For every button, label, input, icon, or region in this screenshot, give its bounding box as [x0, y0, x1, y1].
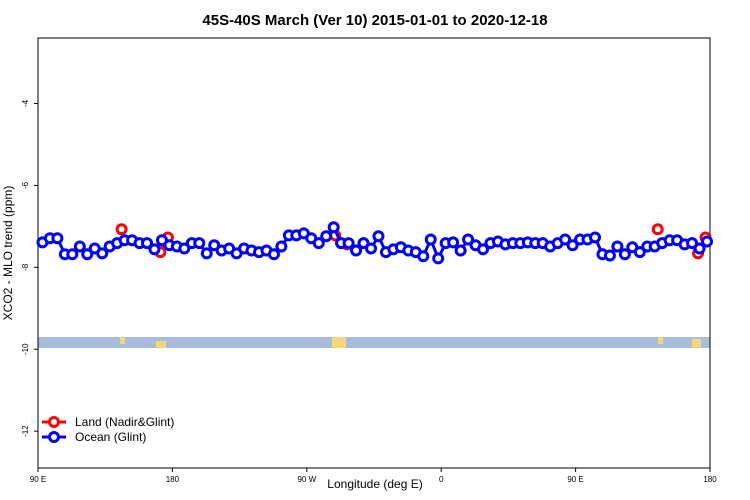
- data-point: [651, 223, 664, 236]
- mask-land: [156, 341, 166, 348]
- data-point: [320, 230, 333, 243]
- series: [36, 221, 714, 265]
- data-point: [81, 248, 94, 261]
- land-mask: [38, 337, 710, 348]
- x-tick-label: 180: [703, 475, 717, 484]
- legend-marker: [48, 431, 60, 443]
- data-point: [693, 242, 706, 255]
- data-point: [424, 233, 437, 246]
- data-point: [141, 237, 154, 250]
- data-point: [350, 244, 363, 257]
- data-point: [618, 248, 631, 261]
- y-tick-label: -12: [21, 425, 30, 437]
- y-tick-label: -8: [21, 263, 30, 271]
- data-point: [357, 237, 370, 250]
- legend-label: Land (Nadir&Glint): [75, 415, 174, 429]
- data-point: [66, 248, 79, 261]
- data-point: [365, 242, 378, 255]
- data-point: [611, 240, 624, 253]
- mask-land: [692, 339, 701, 348]
- chart-title: 45S-40S March (Ver 10) 2015-01-01 to 202…: [202, 12, 547, 29]
- data-point: [462, 233, 475, 246]
- mask-land: [120, 337, 125, 344]
- x-tick-label: 90 E: [567, 475, 583, 484]
- x-tick-label: 0: [439, 475, 444, 484]
- y-tick-label: -6: [21, 181, 30, 189]
- data-point: [96, 247, 109, 260]
- data-point: [589, 231, 602, 244]
- x-axis-label: Longitude (deg E): [327, 477, 422, 491]
- mask-band: [38, 337, 710, 348]
- data-point: [559, 233, 572, 246]
- legend: Land (Nadir&Glint) Ocean (Glint): [42, 415, 174, 444]
- data-point: [115, 223, 128, 236]
- x-tick-label: 90 W: [297, 475, 316, 484]
- legend-marker: [48, 416, 60, 428]
- data-point: [686, 237, 699, 250]
- y-tick-label: -10: [21, 343, 30, 355]
- y-tick-label: -4: [21, 99, 30, 107]
- y-axis-label: XCO2 - MLO trend (ppm): [1, 186, 15, 321]
- data-point: [342, 237, 355, 250]
- x-tick-label: 90 E: [30, 475, 46, 484]
- data-point: [454, 244, 467, 257]
- data-point: [566, 239, 579, 252]
- data-point: [701, 235, 714, 248]
- data-point: [267, 248, 280, 261]
- data-point: [193, 237, 206, 250]
- data-point: [603, 249, 616, 262]
- data-point: [275, 240, 288, 253]
- data-point: [477, 243, 490, 256]
- mask-land: [332, 337, 346, 348]
- data-point: [200, 247, 213, 260]
- legend-label: Ocean (Glint): [75, 430, 146, 444]
- data-point: [432, 252, 445, 265]
- mask-land: [658, 337, 663, 344]
- data-point: [312, 237, 325, 250]
- data-point: [633, 246, 646, 259]
- data-point: [417, 250, 430, 263]
- data-point: [208, 239, 221, 252]
- data-point: [178, 242, 191, 255]
- x-tick-label: 180: [166, 475, 180, 484]
- data-point: [148, 243, 161, 256]
- data-point: [327, 221, 340, 234]
- data-point: [51, 232, 64, 245]
- data-point: [73, 240, 86, 253]
- plot-frame: [37, 37, 711, 469]
- data-point: [447, 236, 460, 249]
- data-point: [372, 230, 385, 243]
